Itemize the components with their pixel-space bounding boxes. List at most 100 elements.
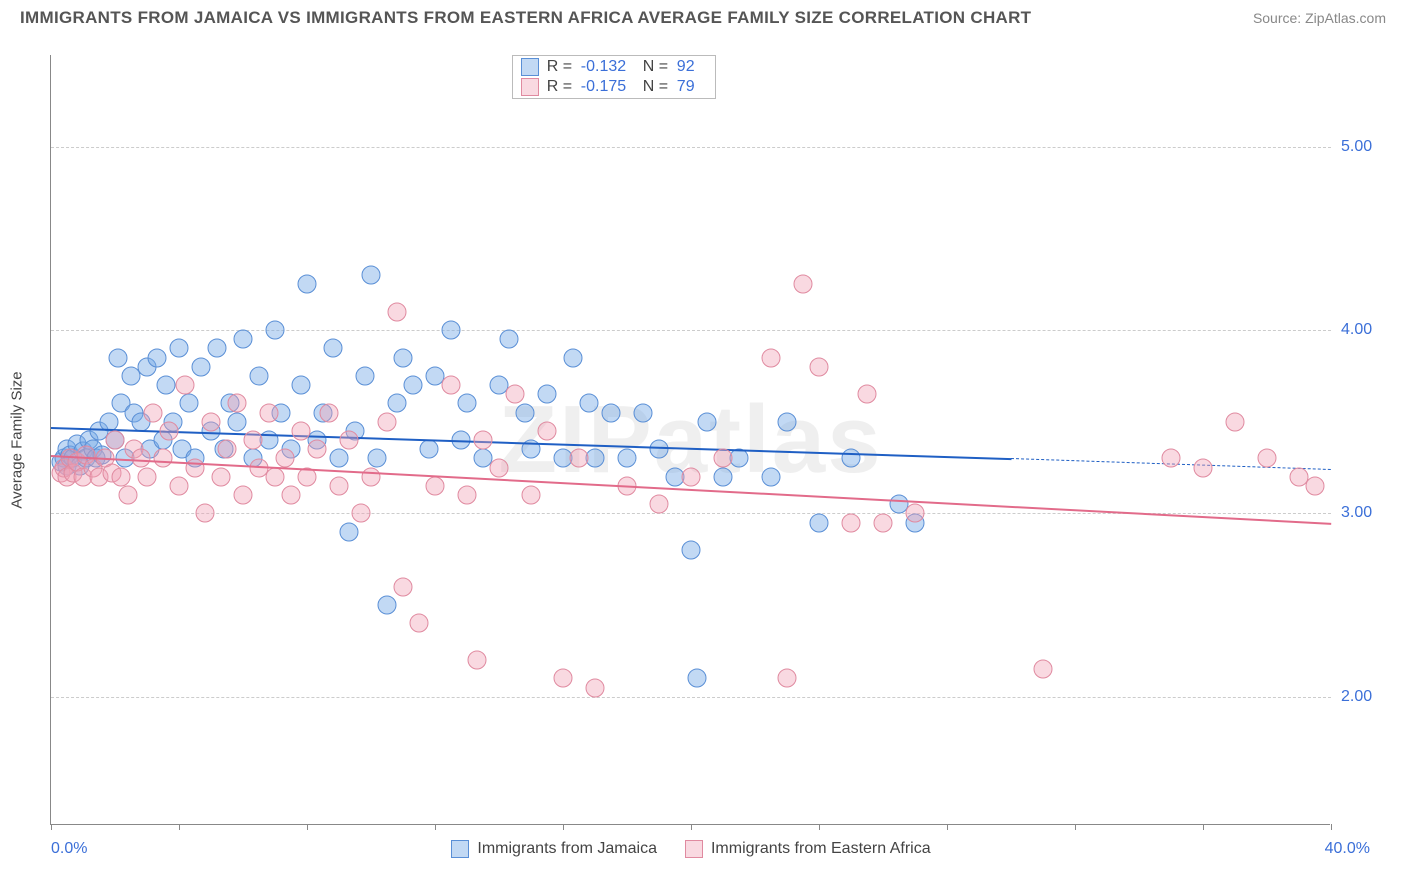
scatter-point-eastern_africa xyxy=(259,403,278,422)
chart-title: IMMIGRANTS FROM JAMAICA VS IMMIGRANTS FR… xyxy=(20,8,1031,28)
scatter-point-jamaica xyxy=(810,513,829,532)
scatter-point-jamaica xyxy=(650,440,669,459)
y-tick-label: 5.00 xyxy=(1341,138,1372,156)
scatter-point-eastern_africa xyxy=(426,476,445,495)
gridline-h xyxy=(51,147,1331,148)
x-tick xyxy=(1331,824,1332,830)
scatter-point-jamaica xyxy=(442,321,461,340)
n-value: 92 xyxy=(677,58,707,76)
scatter-point-jamaica xyxy=(499,330,518,349)
scatter-point-eastern_africa xyxy=(211,467,230,486)
scatter-point-jamaica xyxy=(688,669,707,688)
scatter-point-eastern_africa xyxy=(714,449,733,468)
r-label: R = xyxy=(547,58,577,76)
scatter-point-jamaica xyxy=(362,266,381,285)
scatter-point-eastern_africa xyxy=(339,431,358,450)
scatter-point-eastern_africa xyxy=(522,486,541,505)
scatter-point-eastern_africa xyxy=(330,476,349,495)
scatter-point-eastern_africa xyxy=(320,403,339,422)
scatter-point-eastern_africa xyxy=(131,449,150,468)
n-value: 79 xyxy=(677,78,707,96)
scatter-point-jamaica xyxy=(266,321,285,340)
y-tick-label: 2.00 xyxy=(1341,688,1372,706)
scatter-point-eastern_africa xyxy=(490,458,509,477)
scatter-point-jamaica xyxy=(234,330,253,349)
scatter-point-eastern_africa xyxy=(762,348,781,367)
scatter-point-eastern_africa xyxy=(1162,449,1181,468)
scatter-point-jamaica xyxy=(368,449,387,468)
scatter-point-eastern_africa xyxy=(410,614,429,633)
y-tick-label: 4.00 xyxy=(1341,321,1372,339)
scatter-point-eastern_africa xyxy=(144,403,163,422)
scatter-point-jamaica xyxy=(634,403,653,422)
scatter-point-jamaica xyxy=(419,440,438,459)
scatter-point-jamaica xyxy=(698,412,717,431)
gridline-h xyxy=(51,697,1331,698)
scatter-point-eastern_africa xyxy=(906,504,925,523)
scatter-point-eastern_africa xyxy=(218,440,237,459)
x-tick xyxy=(563,824,564,830)
x-tick xyxy=(1203,824,1204,830)
scatter-point-jamaica xyxy=(387,394,406,413)
scatter-point-eastern_africa xyxy=(186,458,205,477)
scatter-point-jamaica xyxy=(323,339,342,358)
scatter-point-eastern_africa xyxy=(810,357,829,376)
scatter-point-eastern_africa xyxy=(570,449,589,468)
scatter-point-eastern_africa xyxy=(554,669,573,688)
scatter-point-eastern_africa xyxy=(195,504,214,523)
scatter-point-eastern_africa xyxy=(442,376,461,395)
scatter-point-jamaica xyxy=(109,348,128,367)
scatter-point-jamaica xyxy=(355,366,374,385)
x-tick xyxy=(51,824,52,830)
x-axis-max-label: 40.0% xyxy=(1325,840,1370,858)
legend-label: Immigrants from Jamaica xyxy=(477,840,657,858)
scatter-point-jamaica xyxy=(179,394,198,413)
scatter-point-eastern_africa xyxy=(387,302,406,321)
scatter-point-eastern_africa xyxy=(362,467,381,486)
scatter-point-eastern_africa xyxy=(1034,660,1053,679)
scatter-point-eastern_africa xyxy=(467,651,486,670)
scatter-point-eastern_africa xyxy=(506,385,525,404)
scatter-point-jamaica xyxy=(403,376,422,395)
scatter-point-eastern_africa xyxy=(275,449,294,468)
r-value: -0.175 xyxy=(581,78,639,96)
scatter-point-eastern_africa xyxy=(778,669,797,688)
scatter-point-eastern_africa xyxy=(282,486,301,505)
x-tick xyxy=(691,824,692,830)
scatter-point-jamaica xyxy=(330,449,349,468)
scatter-point-eastern_africa xyxy=(118,486,137,505)
n-label: N = xyxy=(643,58,673,76)
x-tick xyxy=(435,824,436,830)
correlation-box: R =-0.132N =92R =-0.175N =79 xyxy=(512,55,716,99)
scatter-point-eastern_africa xyxy=(794,275,813,294)
scatter-point-eastern_africa xyxy=(682,467,701,486)
scatter-point-eastern_africa xyxy=(538,421,557,440)
legend-item: Immigrants from Jamaica xyxy=(451,840,657,858)
scatter-point-jamaica xyxy=(563,348,582,367)
plot-area: ZIPatlas Average Family Size 0.0% 40.0% … xyxy=(50,55,1330,825)
legend-swatch xyxy=(521,78,539,96)
x-tick xyxy=(1075,824,1076,830)
scatter-point-eastern_africa xyxy=(243,431,262,450)
scatter-point-jamaica xyxy=(208,339,227,358)
scatter-point-jamaica xyxy=(227,412,246,431)
scatter-point-eastern_africa xyxy=(234,486,253,505)
scatter-point-jamaica xyxy=(579,394,598,413)
scatter-point-jamaica xyxy=(458,394,477,413)
scatter-point-eastern_africa xyxy=(170,476,189,495)
scatter-point-jamaica xyxy=(157,376,176,395)
scatter-point-eastern_africa xyxy=(1194,458,1213,477)
scatter-point-eastern_africa xyxy=(160,421,179,440)
scatter-point-jamaica xyxy=(192,357,211,376)
scatter-point-jamaica xyxy=(515,403,534,422)
title-bar: IMMIGRANTS FROM JAMAICA VS IMMIGRANTS FR… xyxy=(0,0,1406,32)
bottom-legend: Immigrants from JamaicaImmigrants from E… xyxy=(51,840,1331,858)
scatter-point-jamaica xyxy=(602,403,621,422)
scatter-point-eastern_africa xyxy=(842,513,861,532)
scatter-point-eastern_africa xyxy=(458,486,477,505)
scatter-point-eastern_africa xyxy=(858,385,877,404)
scatter-point-eastern_africa xyxy=(176,376,195,395)
scatter-point-jamaica xyxy=(170,339,189,358)
scatter-point-jamaica xyxy=(291,376,310,395)
scatter-point-eastern_africa xyxy=(1226,412,1245,431)
